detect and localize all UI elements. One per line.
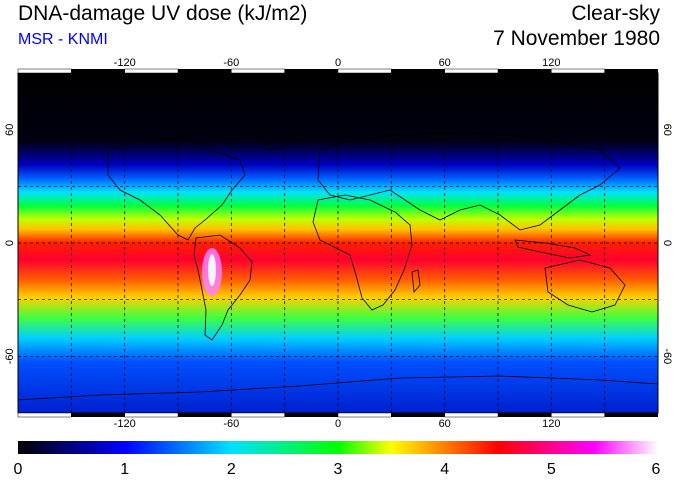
- figure-title: DNA-damage UV dose (kJ/m2): [18, 2, 308, 25]
- lon-tick-bottom: -60: [223, 418, 239, 430]
- figure-subtitle: MSR - KNMI: [18, 31, 108, 48]
- colorbar-tick: 5: [547, 461, 556, 478]
- colorbar-tick: 0: [14, 461, 23, 478]
- colorbar-tick: 2: [227, 461, 236, 478]
- coastlines: [18, 114, 658, 401]
- lon-tick-bottom: -120: [114, 418, 136, 430]
- colorbar-tick: 1: [120, 461, 129, 478]
- frame-bars: [17, 68, 658, 418]
- lon-tick-bottom: 0: [335, 418, 341, 430]
- lon-tick-top: 60: [439, 57, 451, 69]
- graticule: [18, 73, 658, 413]
- lat-tick-right: -60: [661, 348, 673, 364]
- lon-tick-top: 0: [335, 57, 341, 69]
- lat-tick-left: -60: [4, 348, 16, 364]
- lat-tick-left: 0: [4, 240, 16, 246]
- lon-tick-bottom: 120: [542, 418, 560, 430]
- lon-tick-top: -120: [114, 57, 136, 69]
- colorbar-tick: 6: [652, 461, 661, 478]
- figure-date: 7 November 1980: [493, 27, 660, 50]
- lon-tick-bottom: 60: [439, 418, 451, 430]
- colorbar-tick: 4: [440, 461, 449, 478]
- colorbar: [18, 441, 658, 454]
- sky-condition: Clear-sky: [571, 2, 660, 25]
- lat-tick-left: 60: [4, 124, 16, 136]
- andes-peak: [208, 254, 216, 286]
- lon-tick-top: 120: [542, 57, 560, 69]
- lon-tick-top: -60: [223, 57, 239, 69]
- lat-tick-right: 60: [661, 124, 673, 136]
- lat-tick-right: 0: [661, 240, 673, 246]
- colorbar-tick: 3: [334, 461, 343, 478]
